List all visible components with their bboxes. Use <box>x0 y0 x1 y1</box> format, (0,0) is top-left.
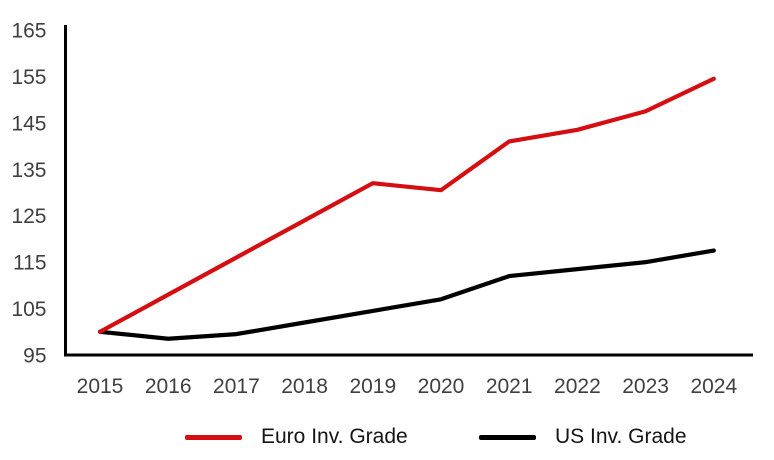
legend-label-euro-inv-grade: Euro Inv. Grade <box>261 425 408 448</box>
y-axis-tick-label: 105 <box>11 298 46 321</box>
x-axis-tick-label: 2019 <box>349 375 396 398</box>
legend-swatch-euro-inv-grade <box>185 434 242 440</box>
x-axis-tick-label: 2024 <box>690 375 737 398</box>
x-axis-tick-label: 2015 <box>77 375 124 398</box>
chart-legend: Euro Inv. Grade US Inv. Grade <box>0 424 774 450</box>
line-chart-plot: 95 105 115 125 135 145 155 165 2015 2016 2017 2018 2… <box>11 20 753 398</box>
y-axis-tick-label: 165 <box>11 20 46 43</box>
legend-label-us-inv-grade: US Inv. Grade <box>555 425 687 448</box>
legend-item-euro-inv-grade: Euro Inv. Grade <box>185 424 408 450</box>
y-axis-tick-label: 115 <box>13 252 46 275</box>
x-axis-tick-label: 2021 <box>486 375 533 398</box>
x-axis-tick-label: 2018 <box>281 375 328 398</box>
x-axis-tick-label: 2023 <box>622 375 669 398</box>
y-axis-tick-label: 155 <box>11 66 46 89</box>
x-axis-tick-label: 2022 <box>554 375 601 398</box>
series-line-euro-inv-grade <box>97 76 716 334</box>
y-axis-tick-label: 135 <box>11 159 46 182</box>
x-axis-tick-label: 2017 <box>213 375 260 398</box>
legend-swatch-us-inv-grade <box>479 434 536 440</box>
x-axis-tick-label: 2020 <box>418 375 465 398</box>
series-line-us-inv-grade <box>97 248 716 341</box>
y-axis-tick-label: 145 <box>11 112 46 135</box>
y-axis-tick-label: 95 <box>23 345 46 368</box>
legend-item-us-inv-grade: US Inv. Grade <box>479 424 687 450</box>
x-axis-tick-label: 2016 <box>145 375 192 398</box>
y-axis-tick-label: 125 <box>11 205 46 228</box>
